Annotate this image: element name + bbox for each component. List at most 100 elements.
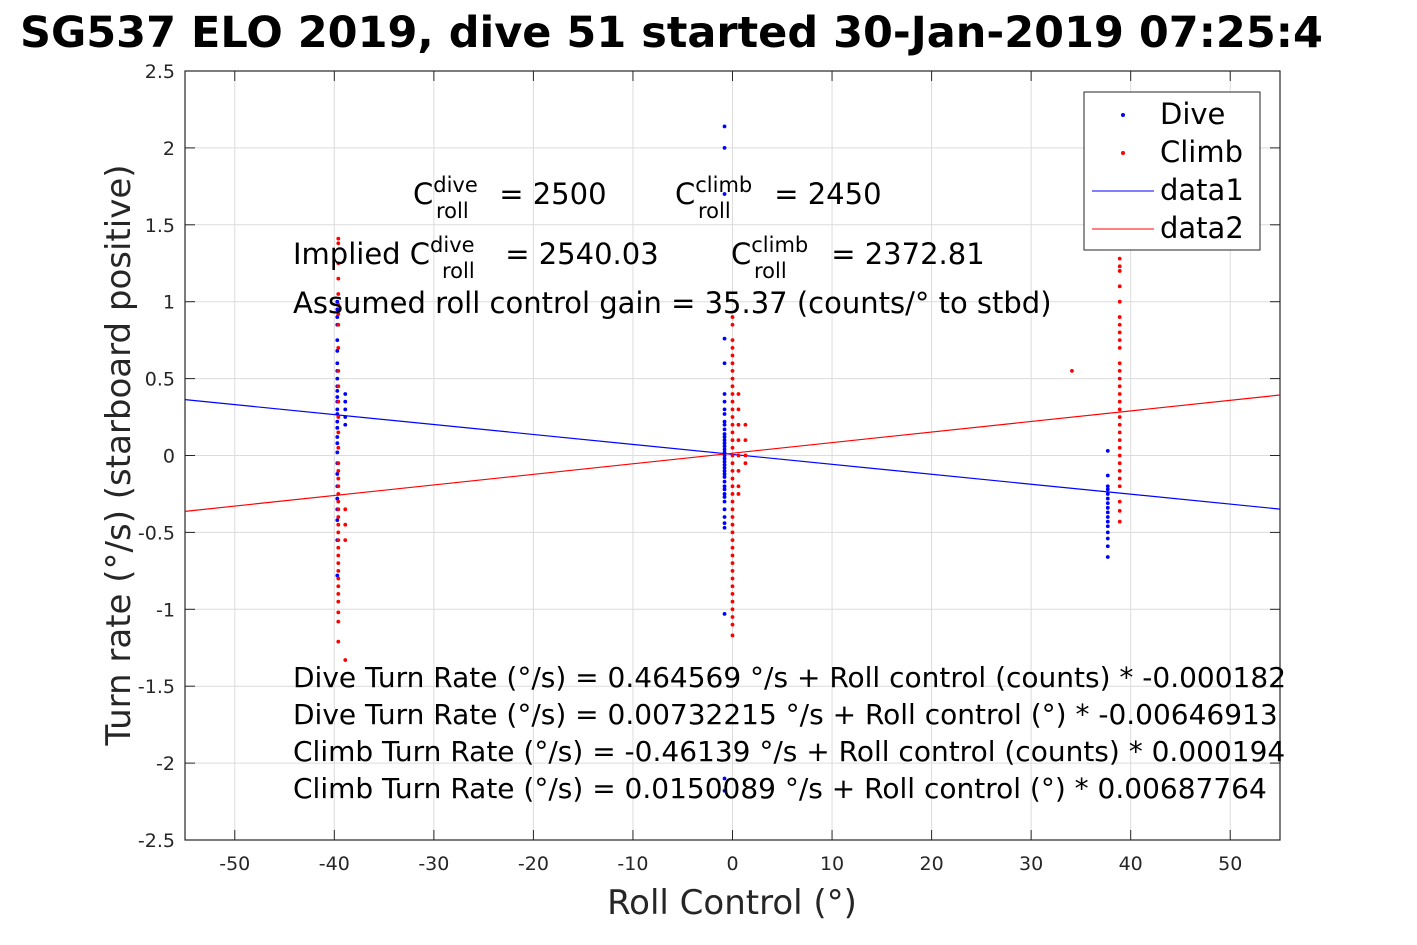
dive-point — [1105, 524, 1110, 529]
climb-point — [730, 553, 735, 558]
implied-climb-sup: climb — [751, 233, 808, 257]
climb-point — [336, 610, 341, 615]
climb-point — [736, 438, 741, 443]
dive-point — [1105, 501, 1110, 506]
climb-point — [730, 515, 735, 519]
dive-point — [722, 412, 727, 416]
climb-point — [743, 453, 748, 458]
dive-point — [722, 459, 727, 464]
climb-point — [336, 312, 341, 316]
climb-point — [336, 530, 341, 535]
climb-point — [336, 576, 341, 581]
equation-dive-counts: Dive Turn Rate (°/s) = 0.464569 °/s + Ro… — [293, 661, 1286, 694]
climb-point — [1117, 376, 1122, 381]
implied-dive-sub: roll — [442, 259, 475, 283]
climb-point — [1117, 369, 1122, 373]
dive-point — [722, 612, 727, 616]
climb-point — [336, 553, 341, 558]
climb-point — [1117, 392, 1122, 396]
dive-point — [335, 472, 340, 476]
dive-point — [722, 507, 727, 512]
climb-point — [336, 261, 341, 266]
c-roll-climb-sub: roll — [698, 199, 731, 223]
c-roll-climb-sup: climb — [695, 173, 752, 197]
climb-point — [730, 361, 735, 366]
climb-point — [1117, 384, 1122, 389]
climb-point — [730, 353, 735, 358]
dive-point — [1105, 448, 1110, 453]
dive-point — [335, 395, 340, 399]
implied-climb-sub: roll — [754, 259, 787, 283]
implied-climb-base: C — [731, 237, 751, 271]
climb-point — [736, 453, 741, 458]
climb-point — [743, 422, 748, 427]
climb-point — [730, 545, 735, 550]
x-tick-label: -10 — [617, 853, 648, 875]
dive-point — [343, 392, 348, 396]
y-tick-label: -1.5 — [138, 676, 175, 698]
dive-point — [335, 299, 340, 304]
dive-point — [335, 307, 340, 312]
climb-point — [1117, 256, 1122, 261]
legend-data2-label: data2 — [1160, 211, 1244, 245]
legend-climb-marker — [1121, 151, 1125, 155]
dive-point — [722, 776, 727, 781]
dive-point — [722, 124, 727, 129]
dive-point — [722, 456, 727, 461]
fit-line-data2 — [184, 394, 1281, 512]
annotation-implied-climb: Cclimb roll = 2372.81 — [731, 233, 985, 283]
climb-point — [730, 376, 735, 381]
climb-point — [1117, 361, 1122, 366]
climb-point — [343, 538, 348, 542]
dive-point — [1105, 510, 1110, 515]
climb-point — [736, 422, 741, 427]
dive-point — [1105, 519, 1110, 524]
dive-point — [1105, 492, 1110, 496]
climb-point — [730, 461, 735, 466]
dive-point — [1105, 555, 1110, 559]
legend-dive-marker — [1121, 113, 1125, 117]
climb-point — [336, 538, 341, 542]
c-roll-climb-base: C — [675, 177, 695, 211]
climb-point — [1070, 369, 1074, 373]
climb-point — [336, 507, 341, 512]
climb-point — [730, 499, 735, 504]
dive-point — [343, 399, 348, 404]
dive-point — [1105, 487, 1110, 492]
climb-point — [336, 619, 341, 624]
dive-point — [1105, 536, 1110, 541]
dive-point — [335, 450, 340, 455]
climb-point — [730, 592, 735, 596]
dive-point — [335, 407, 340, 412]
dive-point — [722, 492, 727, 496]
dive-point — [722, 438, 727, 443]
climb-point — [1117, 345, 1122, 350]
climb-point — [336, 276, 341, 281]
climb-point — [336, 345, 341, 350]
dive-point — [722, 468, 727, 473]
dive-point — [722, 441, 727, 446]
legend-data1-label: data1 — [1160, 173, 1244, 207]
implied-dive-sup: dive — [430, 233, 475, 257]
x-tick-label: -20 — [518, 853, 549, 875]
dive-point — [722, 788, 727, 793]
dive-point — [335, 518, 340, 522]
dive-point — [335, 435, 340, 439]
climb-point — [1117, 284, 1122, 289]
annotation-c-roll-climb: Cclimb roll = 2450 — [675, 173, 882, 223]
dive-point — [722, 336, 727, 341]
climb-point — [730, 415, 735, 419]
y-tick-label: 2 — [163, 138, 175, 160]
climb-point — [336, 639, 341, 644]
dive-point — [722, 453, 727, 458]
dive-point — [335, 338, 340, 343]
climb-point — [1117, 269, 1122, 273]
dive-point — [722, 192, 727, 196]
climb-point — [336, 484, 341, 489]
climb-point — [343, 522, 348, 527]
c-roll-dive-base: C — [413, 177, 433, 211]
climb-point — [1117, 422, 1122, 427]
dive-point — [722, 419, 727, 424]
climb-point — [336, 369, 341, 373]
